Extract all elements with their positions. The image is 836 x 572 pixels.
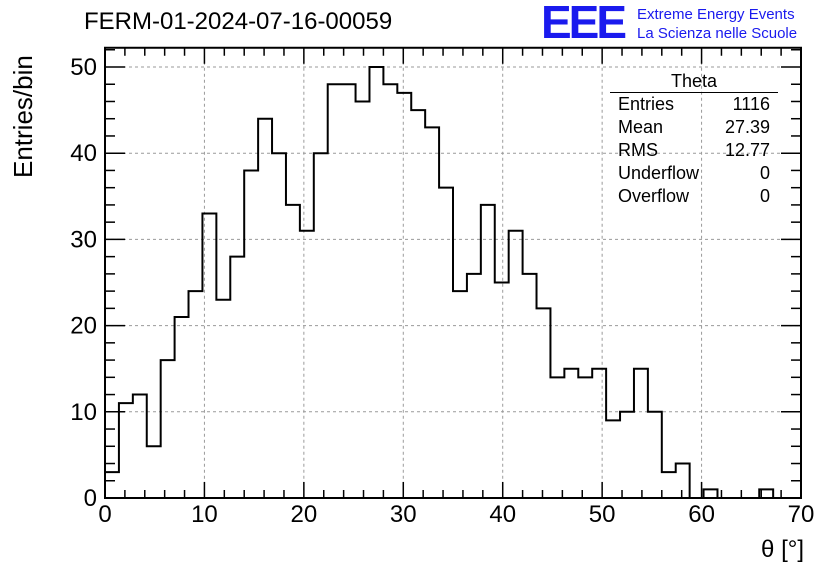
histogram-bin — [161, 360, 175, 498]
stats-value: 12.77 — [724, 140, 770, 160]
histogram-bin — [453, 291, 467, 498]
stats-value: 0 — [759, 186, 770, 206]
x-tick-label: 50 — [589, 501, 616, 528]
run-title: FERM-01-2024-07-16-00059 — [84, 8, 393, 35]
x-tick-label: 40 — [489, 501, 516, 528]
histogram-bin — [328, 84, 342, 498]
y-tick-label: 50 — [70, 54, 97, 81]
histogram-bin — [383, 84, 397, 498]
stats-key: Entries — [618, 94, 675, 114]
eee-logo: EEE — [541, 0, 627, 48]
histogram-bin — [230, 257, 244, 498]
x-axis-label: θ [°] — [761, 536, 804, 563]
histogram-bin — [356, 101, 370, 498]
histogram-bin — [411, 110, 425, 498]
histogram-bin — [676, 464, 690, 498]
stats-row-mean: Mean 27.39 — [610, 116, 778, 139]
histogram-bin — [189, 291, 203, 498]
y-tick-label: 30 — [70, 226, 97, 253]
histogram-bin — [244, 170, 258, 498]
stats-value: 27.39 — [724, 117, 770, 137]
histogram-bin — [216, 300, 230, 498]
histogram-bin — [425, 127, 439, 498]
histogram-bin — [662, 472, 676, 498]
stats-box: Theta Entries 1116 Mean 27.39 RMS 12.77 … — [610, 70, 778, 208]
stats-row-underflow: Underflow 0 — [610, 162, 778, 185]
histogram-bin — [648, 412, 662, 498]
stats-title: Theta — [610, 70, 778, 93]
histogram-bin — [258, 119, 272, 498]
plot-frame — [104, 46, 802, 499]
x-tick-label: 20 — [291, 501, 318, 528]
axis-ticks — [104, 47, 802, 499]
y-axis-label: Entries/bin — [8, 55, 38, 178]
histogram-bin — [620, 412, 634, 498]
grid-lines — [105, 49, 801, 498]
histogram-bin — [495, 283, 509, 499]
x-tick-label: 70 — [788, 501, 815, 528]
stats-key: Overflow — [618, 186, 690, 206]
histogram-bin — [342, 84, 356, 498]
histogram-bin — [300, 231, 314, 498]
histogram-bin — [606, 420, 620, 498]
histogram-bin — [634, 369, 648, 498]
y-tick-label: 20 — [70, 313, 97, 340]
histogram-bin — [175, 317, 189, 498]
stats-value: 1116 — [732, 94, 770, 114]
x-tick-label: 0 — [98, 501, 111, 528]
histogram-bin — [578, 377, 592, 498]
histogram-bin — [147, 446, 161, 498]
histogram-bin — [105, 472, 119, 498]
histogram-bin — [481, 205, 495, 498]
x-tick-label: 30 — [390, 501, 417, 528]
histogram-bin — [550, 377, 564, 498]
histogram-bin — [509, 231, 523, 498]
histogram-bin — [133, 395, 147, 498]
histogram-bin — [523, 274, 537, 498]
histogram-bin — [467, 274, 481, 498]
histogram-bin — [119, 403, 133, 498]
x-tick-label: 10 — [191, 501, 218, 528]
stats-row-rms: RMS 12.77 — [610, 139, 778, 162]
axis-tick-labels: 0 10 20 30 40 50 60 70 0 10 20 30 40 50 — [70, 54, 814, 528]
stats-value: 0 — [759, 163, 770, 183]
histogram-bin — [439, 188, 453, 498]
y-tick-label: 10 — [70, 399, 97, 426]
org-name-line1: Extreme Energy Events — [637, 6, 795, 23]
histogram-bin — [286, 205, 300, 498]
stats-key: Underflow — [618, 163, 700, 183]
histogram-bin — [564, 369, 578, 498]
y-tick-label: 40 — [70, 140, 97, 167]
stats-key: RMS — [618, 140, 658, 160]
y-tick-label: 0 — [84, 485, 97, 512]
histogram-bin — [592, 369, 606, 498]
stats-key: Mean — [618, 117, 664, 137]
histogram-bin — [369, 67, 383, 498]
histogram-outline — [104, 66, 801, 499]
histogram-bin — [537, 308, 551, 498]
org-name-line2: La Scienza nelle Scuole — [637, 25, 798, 42]
stats-row-overflow: Overflow 0 — [610, 185, 778, 208]
histogram-bin — [704, 489, 718, 498]
x-tick-label: 60 — [688, 501, 715, 528]
stats-row-entries: Entries 1116 — [610, 93, 778, 116]
